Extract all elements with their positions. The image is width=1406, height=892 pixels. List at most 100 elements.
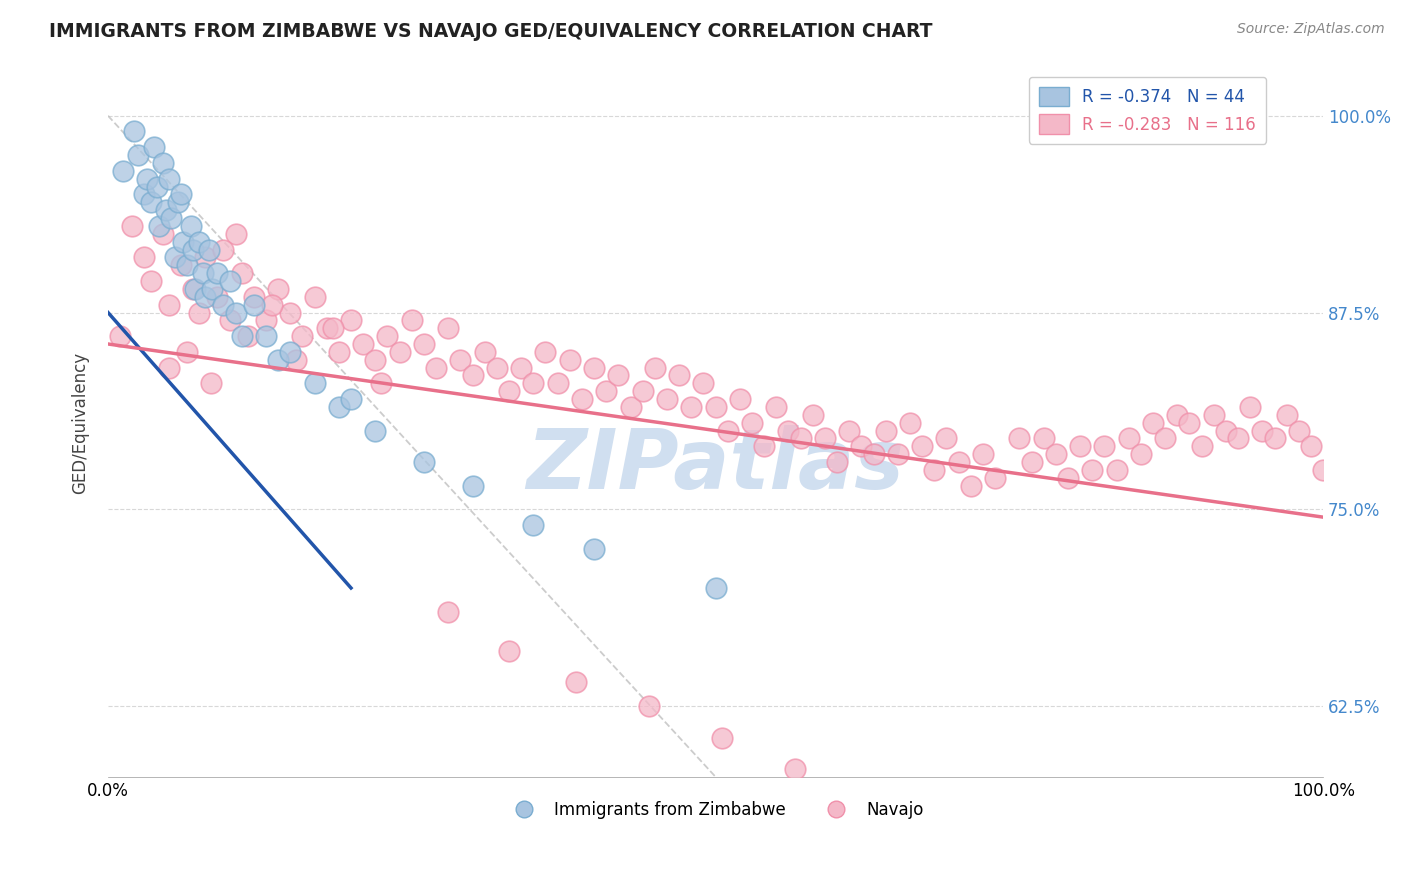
Point	[449, 352, 471, 367]
Point	[631, 384, 654, 399]
Point	[231, 329, 253, 343]
Point	[485, 360, 508, 375]
Point	[134, 251, 156, 265]
Point	[218, 274, 240, 288]
Point	[825, 455, 848, 469]
Point	[160, 211, 183, 225]
Point	[194, 290, 217, 304]
Point	[1239, 400, 1261, 414]
Point	[1263, 432, 1285, 446]
Point	[143, 140, 166, 154]
Point	[218, 313, 240, 327]
Point	[1251, 424, 1274, 438]
Point	[152, 227, 174, 241]
Point	[728, 392, 751, 406]
Point	[304, 290, 326, 304]
Point	[181, 243, 204, 257]
Point	[145, 179, 167, 194]
Text: ZIPatlas: ZIPatlas	[527, 425, 904, 506]
Point	[315, 321, 337, 335]
Point	[148, 219, 170, 233]
Point	[1215, 424, 1237, 438]
Point	[741, 416, 763, 430]
Point	[1081, 463, 1104, 477]
Point	[838, 424, 860, 438]
Point	[887, 447, 910, 461]
Point	[1202, 408, 1225, 422]
Point	[121, 219, 143, 233]
Point	[765, 400, 787, 414]
Point	[377, 329, 399, 343]
Point	[461, 478, 484, 492]
Point	[157, 360, 180, 375]
Point	[176, 258, 198, 272]
Point	[243, 298, 266, 312]
Point	[547, 376, 569, 391]
Point	[364, 352, 387, 367]
Point	[637, 699, 659, 714]
Point	[260, 298, 283, 312]
Point	[935, 432, 957, 446]
Point	[1312, 463, 1334, 477]
Point	[789, 432, 811, 446]
Point	[157, 298, 180, 312]
Point	[401, 313, 423, 327]
Point	[595, 384, 617, 399]
Point	[285, 352, 308, 367]
Point	[225, 227, 247, 241]
Point	[607, 368, 630, 383]
Point	[207, 266, 229, 280]
Point	[1191, 439, 1213, 453]
Point	[200, 376, 222, 391]
Point	[717, 424, 740, 438]
Point	[184, 282, 207, 296]
Point	[814, 432, 837, 446]
Point	[139, 274, 162, 288]
Point	[1227, 432, 1250, 446]
Point	[157, 171, 180, 186]
Point	[558, 352, 581, 367]
Point	[754, 439, 776, 453]
Point	[1178, 416, 1201, 430]
Point	[1032, 432, 1054, 446]
Point	[352, 337, 374, 351]
Point	[328, 400, 350, 414]
Point	[522, 518, 544, 533]
Point	[498, 644, 520, 658]
Point	[254, 329, 277, 343]
Point	[170, 187, 193, 202]
Point	[681, 400, 703, 414]
Point	[388, 344, 411, 359]
Point	[862, 447, 884, 461]
Point	[668, 368, 690, 383]
Point	[644, 360, 666, 375]
Point	[875, 424, 897, 438]
Point	[510, 360, 533, 375]
Point	[1021, 455, 1043, 469]
Point	[364, 424, 387, 438]
Point	[188, 235, 211, 249]
Point	[167, 195, 190, 210]
Point	[231, 266, 253, 280]
Point	[243, 290, 266, 304]
Point	[534, 344, 557, 359]
Point	[898, 416, 921, 430]
Point	[1154, 432, 1177, 446]
Point	[704, 400, 727, 414]
Text: IMMIGRANTS FROM ZIMBABWE VS NAVAJO GED/EQUIVALENCY CORRELATION CHART: IMMIGRANTS FROM ZIMBABWE VS NAVAJO GED/E…	[49, 22, 932, 41]
Point	[704, 581, 727, 595]
Point	[778, 424, 800, 438]
Point	[972, 447, 994, 461]
Point	[984, 471, 1007, 485]
Point	[201, 282, 224, 296]
Text: Source: ZipAtlas.com: Source: ZipAtlas.com	[1237, 22, 1385, 37]
Point	[437, 321, 460, 335]
Point	[163, 251, 186, 265]
Point	[340, 313, 363, 327]
Point	[267, 282, 290, 296]
Point	[267, 352, 290, 367]
Point	[1166, 408, 1188, 422]
Point	[851, 439, 873, 453]
Point	[948, 455, 970, 469]
Point	[565, 675, 588, 690]
